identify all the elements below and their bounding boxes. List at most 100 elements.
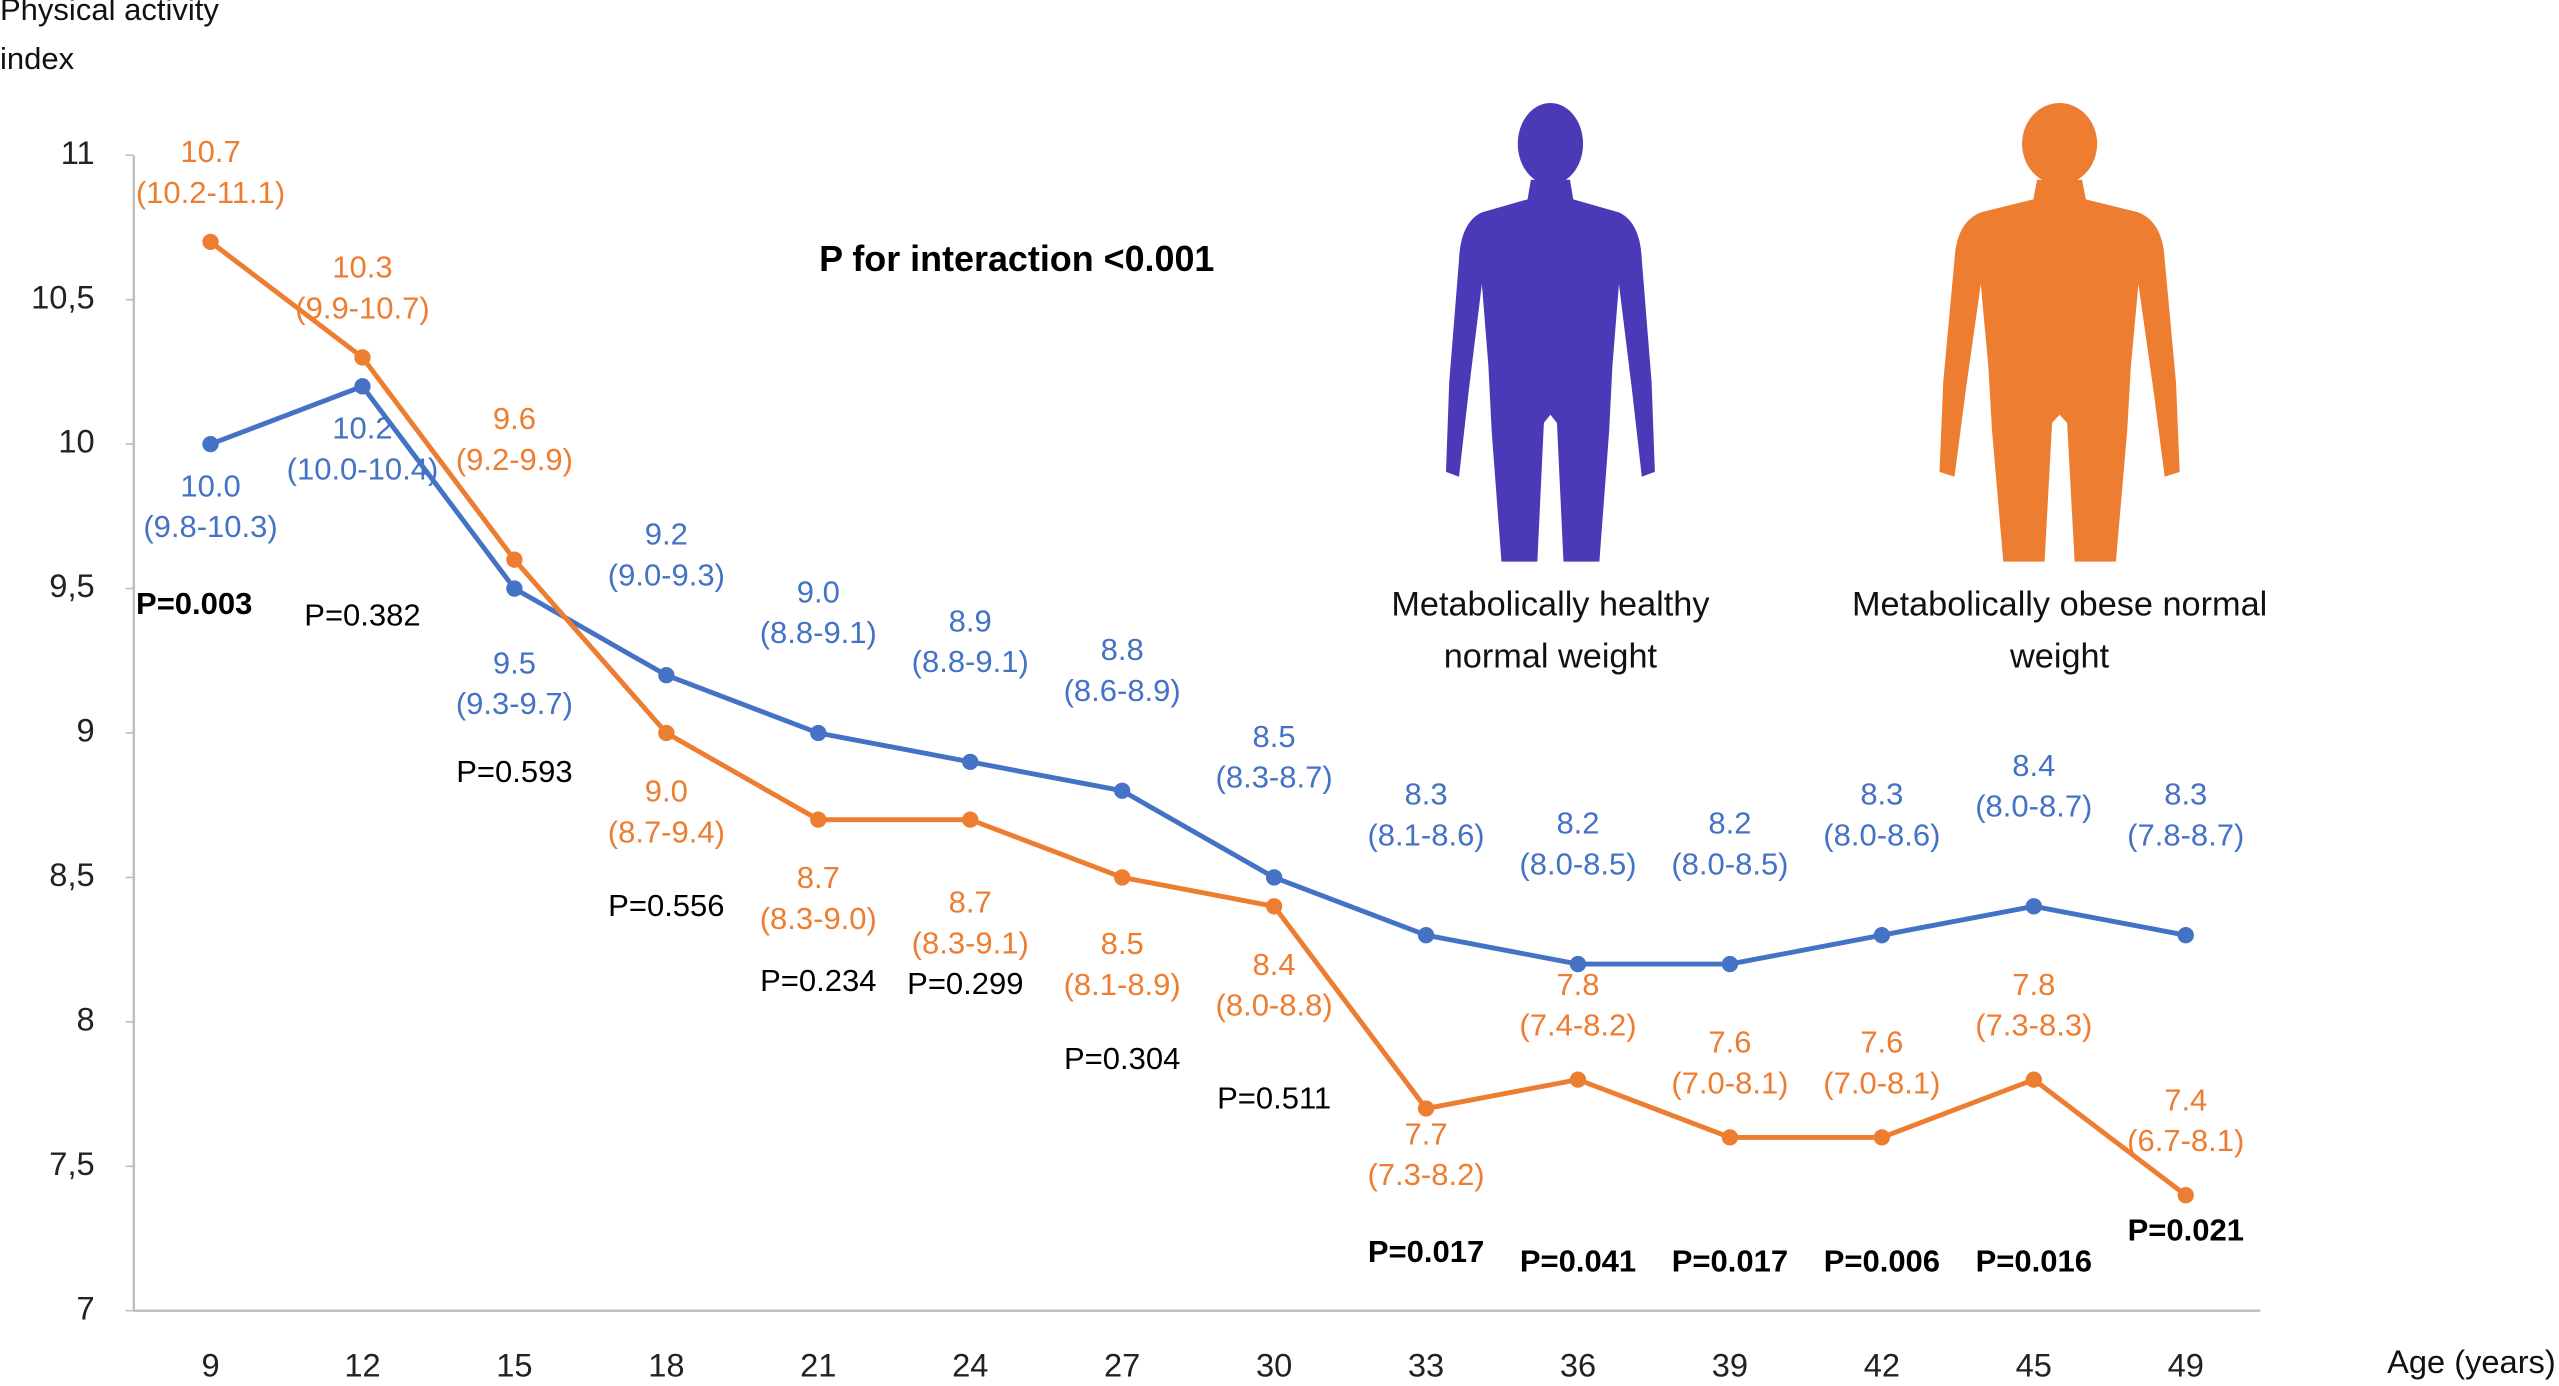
value-label: 7.8 (2012, 967, 2055, 1002)
ci-label: (9.0-9.3) (608, 557, 725, 592)
x-tick-label: 49 (2168, 1346, 2204, 1383)
ci-label: (10.2-11.1) (136, 175, 285, 210)
ci-label: (7.0-8.1) (1671, 1065, 1788, 1100)
value-label: 8.2 (1708, 806, 1751, 841)
legend-label: Metabolically healthy normal weight (1391, 586, 1710, 676)
value-label: 10.0 (180, 468, 240, 503)
ci-label: (8.1-8.6) (1367, 817, 1484, 852)
data-point (2177, 927, 2194, 944)
ci-label: (7.4-8.2) (1519, 1008, 1636, 1043)
data-point (202, 233, 219, 251)
value-label: 8.3 (2164, 777, 2207, 812)
y-tick-label: 7,5 (49, 1145, 94, 1182)
data-point (810, 811, 827, 828)
series-line (209, 239, 2188, 1198)
data-point (1873, 927, 1891, 944)
data-point (1569, 955, 1587, 973)
p-label: P=0.304 (1064, 1041, 1180, 1076)
data-point (658, 724, 675, 742)
value-label: 8.3 (1405, 777, 1448, 812)
data-point (962, 811, 979, 828)
y-tick-label: 7 (77, 1289, 95, 1326)
data-point (1417, 1100, 1435, 1117)
data-point (1114, 782, 1131, 799)
legend-icon (1445, 103, 1655, 562)
p-label: P=0.234 (760, 963, 876, 998)
value-label: 7.7 (1405, 1116, 1448, 1151)
value-label: 8.2 (1556, 806, 1599, 841)
value-label: 10.7 (180, 134, 240, 169)
data-point (810, 724, 827, 742)
x-tick-label: 27 (1104, 1346, 1140, 1383)
x-tick-label: 15 (496, 1346, 532, 1383)
data-point (354, 349, 371, 366)
icon-body (1939, 179, 2180, 562)
ci-label: (7.8-8.7) (2127, 817, 2244, 852)
value-label: 8.4 (1253, 947, 1296, 982)
legend-icon (1939, 103, 2180, 562)
ci-label: (9.9-10.7) (295, 290, 429, 325)
y-tick-label: 8 (77, 1000, 95, 1037)
y-tick-label: 8,5 (49, 856, 94, 893)
data-point (506, 551, 523, 568)
data-point (962, 753, 979, 771)
p-label: P=0.511 (1217, 1080, 1331, 1115)
data-point (658, 667, 675, 684)
ci-label: (8.3-9.1) (912, 925, 1029, 960)
x-tick-label: 33 (1408, 1346, 1444, 1383)
ci-label: (8.1-8.9) (1064, 967, 1181, 1002)
y-tick-label: 10,5 (31, 278, 95, 315)
p-label: P=0.021 (2128, 1213, 2244, 1248)
value-label: 8.7 (949, 885, 992, 920)
value-label: 8.3 (1860, 777, 1903, 812)
ci-label: (8.8-9.1) (912, 644, 1029, 679)
value-label: 7.4 (2164, 1082, 2207, 1117)
p-label: P=0.016 (1976, 1244, 2092, 1279)
y-axis-label-box: Physical activity index (0, 0, 219, 77)
value-label: 8.5 (1101, 926, 1144, 961)
ci-label: (8.0-8.8) (1216, 988, 1333, 1023)
value-label: 7.8 (1556, 967, 1599, 1002)
value-label: 8.7 (797, 860, 840, 895)
p-label: P=0.593 (456, 754, 572, 789)
annotation: P for interaction <0.001 (819, 239, 1214, 279)
value-label: 8.4 (2012, 748, 2055, 783)
legend-label-box: Metabolically healthy normal weight (1391, 586, 1710, 676)
icon-head (1517, 103, 1584, 185)
ci-label: (8.6-8.9) (1064, 673, 1181, 708)
data-point (1114, 869, 1131, 886)
ci-label: (8.3-9.0) (760, 901, 877, 936)
x-tick-label: 21 (800, 1346, 836, 1383)
data-point (2025, 898, 2042, 915)
value-label: 9.5 (493, 645, 536, 680)
x-axis-label: Age (years) (2387, 1343, 2556, 1380)
ci-label: (8.7-9.4) (608, 814, 725, 849)
value-label: 9.0 (797, 574, 840, 609)
data-point (1721, 1129, 1739, 1146)
p-label: P=0.017 (1368, 1234, 1484, 1269)
data-point (1417, 927, 1435, 944)
data-point (202, 435, 219, 453)
data-point (1873, 1129, 1891, 1146)
ci-label: (8.0-8.5) (1671, 846, 1788, 881)
data-point (506, 580, 523, 597)
x-tick-label: 18 (648, 1346, 684, 1383)
x-tick-label: 9 (201, 1346, 219, 1383)
ci-label: (9.8-10.3) (143, 509, 277, 544)
ci-label: (8.8-9.1) (760, 615, 877, 650)
ci-label: (7.0-8.1) (1823, 1065, 1940, 1100)
data-point (2025, 1071, 2042, 1088)
value-label: 8.9 (949, 603, 992, 638)
y-tick-label: 11 (61, 134, 95, 171)
value-label: 9.2 (645, 517, 688, 552)
data-point (1721, 955, 1739, 973)
value-label: 8.8 (1101, 632, 1144, 667)
data-point (1265, 869, 1283, 886)
y-tick-label: 10 (58, 423, 94, 460)
ci-label: (7.3-8.2) (1367, 1157, 1484, 1192)
x-tick-label: 39 (1712, 1346, 1748, 1383)
p-label: P=0.006 (1824, 1244, 1940, 1279)
icon-body (1445, 179, 1655, 562)
